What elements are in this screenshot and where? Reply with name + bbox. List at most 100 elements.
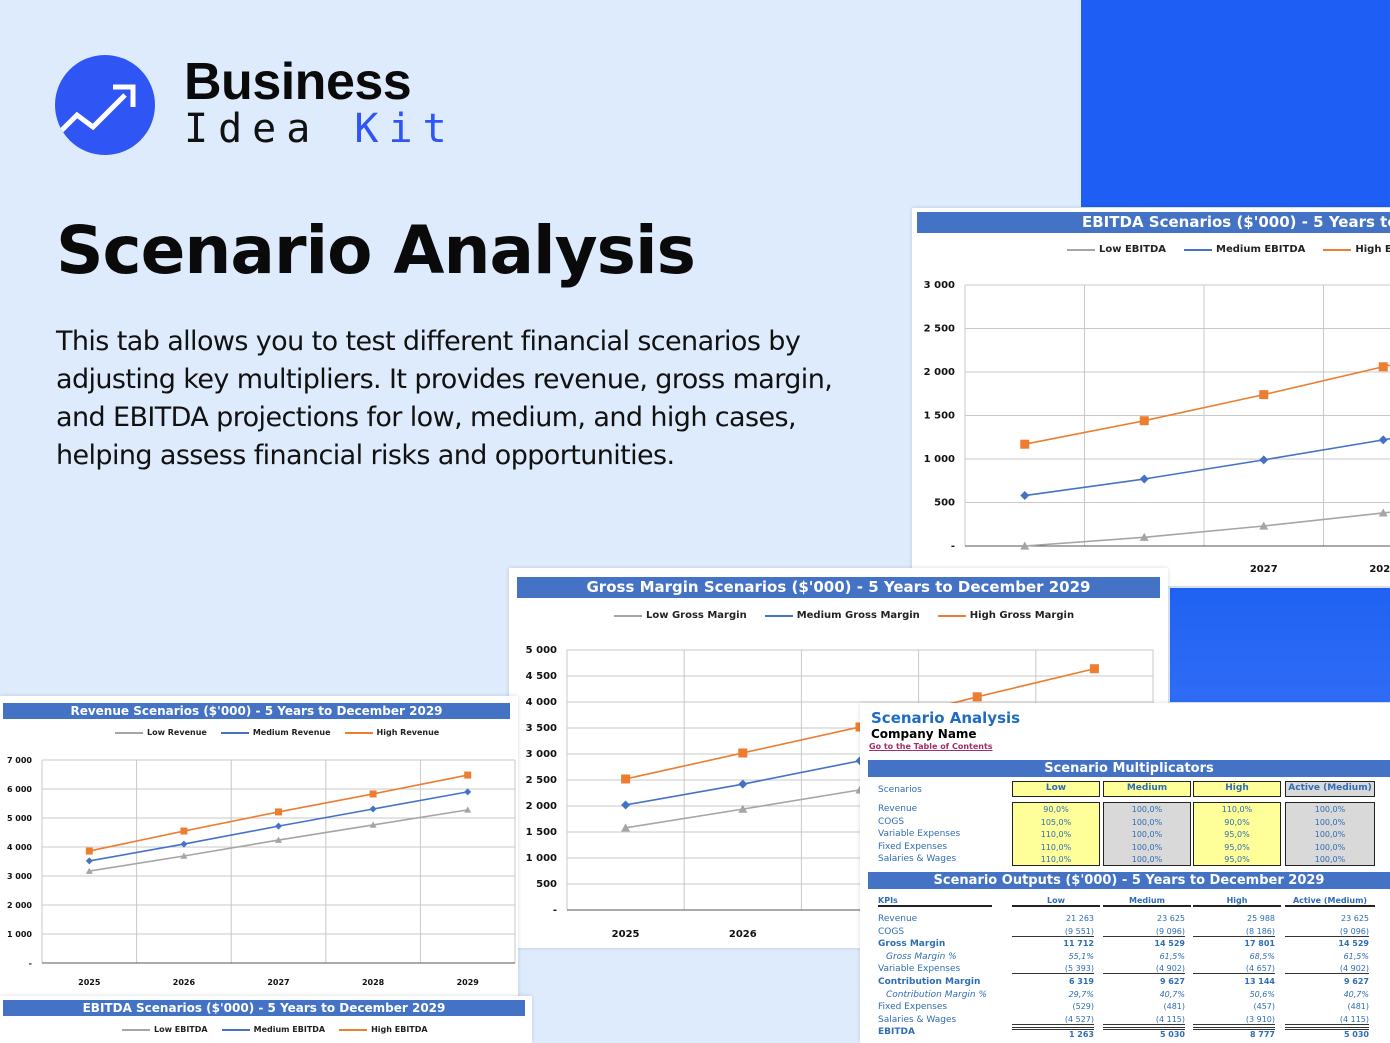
kpi-value: (9 551) — [1012, 927, 1094, 937]
cell-block — [1193, 802, 1281, 866]
legend-item: High EBITDA — [1323, 244, 1390, 255]
x-tick-label: 2025 — [612, 929, 640, 940]
kpi-label: Gross Margin % — [886, 951, 957, 962]
data-point — [1089, 664, 1099, 674]
brand-idea: Idea — [184, 106, 321, 152]
kpi-label: COGS — [878, 926, 905, 937]
data-point — [1259, 390, 1269, 400]
y-tick-label: 4 000 — [7, 843, 32, 852]
data-point — [621, 800, 631, 810]
multiplier-value[interactable]: 100,0% — [1131, 817, 1163, 827]
cell-block — [1193, 781, 1281, 797]
kpi-value: 5 030 — [1103, 1027, 1185, 1039]
cell-block — [1103, 781, 1191, 797]
y-tick-label: 3 000 — [526, 749, 557, 760]
multiplier-value[interactable]: 95,0% — [1224, 830, 1250, 840]
data-point — [1020, 541, 1030, 550]
multiplier-value: 100,0% — [1314, 805, 1346, 814]
data-point — [180, 840, 188, 848]
multiplier-value[interactable]: 100,0% — [1131, 855, 1163, 865]
data-point — [464, 788, 472, 796]
kpi-value: (481) — [1163, 1002, 1185, 1012]
toc-link[interactable]: Go to the Table of Contents — [869, 742, 993, 751]
chart-legend: Low EBITDA Medium EBITDA High EBITDA — [122, 1025, 428, 1034]
data-point — [275, 808, 282, 816]
multiplier-value[interactable]: 90,0% — [1224, 817, 1250, 827]
multiplier-value: 100,0% — [1314, 817, 1346, 827]
multiplier-value[interactable]: 95,0% — [1224, 855, 1250, 865]
kpi-value: (4 902) — [1285, 964, 1369, 975]
multiplier-value[interactable]: 110,0% — [1040, 855, 1072, 865]
y-tick-label: 7 000 — [7, 756, 32, 765]
multiplier-value: 100,0% — [1314, 855, 1346, 865]
legend-swatch — [344, 731, 373, 734]
kpi-label: Variable Expenses — [878, 964, 961, 975]
data-point — [1259, 455, 1269, 465]
data-point — [738, 779, 748, 789]
kpi-value: 40,7% — [1159, 989, 1185, 999]
legend-item: High Gross Margin — [937, 610, 1074, 621]
data-point — [621, 774, 631, 784]
legend-swatch — [1184, 248, 1212, 251]
multiplier-value: 100,0% — [1314, 830, 1346, 840]
kpi-value: 40,7% — [1343, 989, 1369, 999]
kpi-value: (4 657) — [1193, 964, 1275, 975]
data-point — [85, 867, 93, 874]
kpi-value: (4 902) — [1103, 964, 1185, 975]
multiplier-label: Revenue — [878, 804, 918, 814]
multiplier-value[interactable]: 90,0% — [1043, 805, 1069, 814]
y-tick-label: 2 500 — [526, 775, 557, 786]
kpi-value: (481) — [1347, 1002, 1369, 1012]
legend-label: Medium EBITDA — [1216, 244, 1306, 255]
x-tick-label: 2027 — [1250, 564, 1278, 575]
kpi-value: (9 096) — [1103, 927, 1185, 937]
multiplier-value[interactable]: 100,0% — [1131, 805, 1163, 814]
multiplier-value[interactable]: 110,0% — [1040, 842, 1072, 852]
kpi-value: 61,5% — [1343, 951, 1369, 961]
data-point — [275, 822, 282, 830]
legend-item: Medium Revenue — [220, 728, 331, 737]
legend-swatch — [115, 731, 143, 734]
multiplier-value[interactable]: 95,0% — [1224, 842, 1250, 852]
multiplier-value[interactable]: 105,0% — [1040, 817, 1072, 827]
multiplier-value: 100,0% — [1314, 842, 1346, 852]
cell-block — [1012, 781, 1100, 797]
kpi-value: 14 529 — [1154, 939, 1185, 949]
data-point — [275, 836, 282, 843]
y-tick-label: 5 000 — [526, 645, 557, 656]
y-tick-label: 5 000 — [7, 814, 32, 823]
legend-label: High Revenue — [376, 728, 440, 737]
kpi-value: 14 529 — [1338, 939, 1369, 949]
data-point — [1139, 474, 1149, 484]
data-point — [1020, 491, 1030, 501]
legend-swatch — [221, 1028, 250, 1031]
legend-swatch — [339, 1028, 368, 1031]
data-point — [369, 805, 377, 813]
kpi-value: 29,7% — [1068, 989, 1094, 999]
multiplicators-header: Scenario Multiplicators — [868, 760, 1390, 777]
kpi-label: Salaries & Wages — [878, 1014, 957, 1025]
legend-swatch — [937, 614, 966, 617]
data-point — [1139, 532, 1149, 541]
column-header: High — [1225, 783, 1249, 793]
y-tick-label: 2 000 — [526, 801, 557, 812]
kpi-value: 5 030 — [1285, 1027, 1369, 1039]
cell-block — [1103, 802, 1191, 866]
ebitda-chart-plot: - 500 1 000 1 500 2 000 2 500 3 000 2027 2028 — [924, 280, 1390, 575]
multiplier-value[interactable]: 110,0% — [1221, 805, 1253, 814]
legend-label: Low EBITDA — [154, 1025, 208, 1034]
kpi-value: 21 263 — [1066, 914, 1094, 923]
page-title: Scenario Analysis — [56, 212, 696, 289]
brand-subtitle: Idea Kit — [184, 106, 457, 152]
y-tick-label: 6 000 — [7, 785, 32, 794]
outputs-header: Scenario Outputs ($'000) - 5 Years to De… — [868, 872, 1390, 889]
multiplier-value[interactable]: 100,0% — [1131, 842, 1163, 852]
y-tick-label: - — [29, 959, 32, 968]
data-point — [85, 857, 93, 865]
data-point — [972, 692, 982, 702]
x-tick-label: 2026 — [173, 978, 196, 987]
scenario-sheet: Scenario Analysis Company Name Go to the… — [860, 703, 1390, 1043]
multiplier-value[interactable]: 110,0% — [1040, 830, 1072, 840]
multiplier-value[interactable]: 100,0% — [1131, 830, 1163, 840]
legend-swatch — [614, 614, 642, 617]
